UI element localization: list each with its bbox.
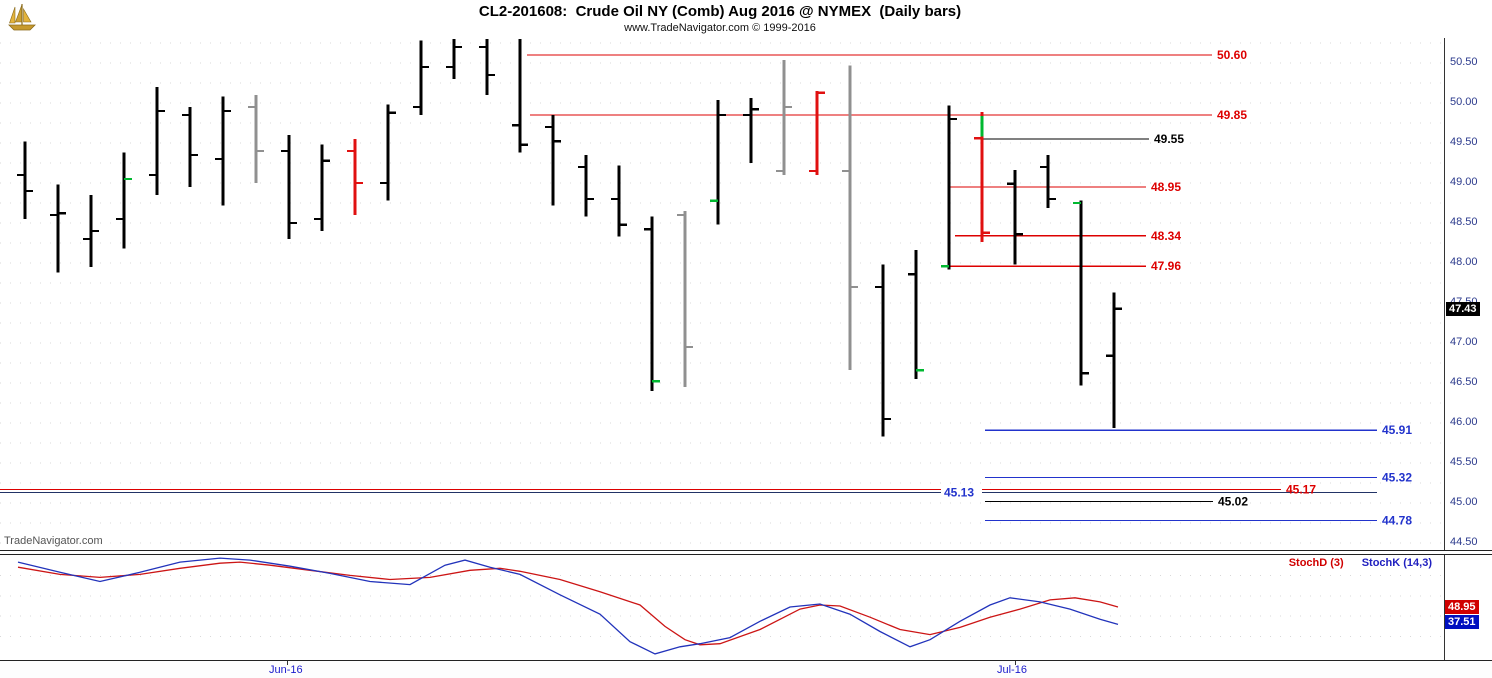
chart-title: CL2-201608: Crude Oil NY (Comb) Aug 2016…	[478, 3, 962, 20]
price-axis-tick: 50.00	[1450, 96, 1478, 108]
stochd-value-badge: 48.95	[1445, 600, 1479, 615]
price-gridlines	[0, 42, 1444, 544]
chart-subtitle: www.TradeNavigator.com © 1999-2016	[624, 22, 816, 34]
stochk-value-badge: 37.51	[1445, 615, 1479, 630]
price-axis-tick: 45.50	[1450, 456, 1478, 468]
price-axis-tick: 49.00	[1450, 176, 1478, 188]
price-level-lines	[0, 54, 1377, 522]
ohlc-bars	[17, 39, 1122, 437]
price-chart-canvas[interactable]: 50.60 49.85 49.55 48.95 48.34 47.96 45.91 45.32…	[0, 38, 1444, 550]
panel-splitter[interactable]	[0, 550, 1492, 555]
price-axis-tick: 49.50	[1450, 136, 1478, 148]
svg-text:45.17: 45.17	[1286, 482, 1316, 496]
date-label-jul16: Jul-16	[997, 664, 1027, 676]
stoch-line-stochk	[17, 557, 1119, 655]
stoch-line-stochd	[17, 561, 1119, 646]
price-axis-tick: 47.00	[1450, 336, 1478, 348]
price-axis-tick: 46.00	[1450, 416, 1478, 428]
watermark-text: TradeNavigator.com	[4, 535, 103, 547]
svg-text:45.32: 45.32	[1382, 470, 1412, 484]
svg-text:45.02: 45.02	[1218, 494, 1248, 508]
svg-text:44.78: 44.78	[1382, 514, 1412, 528]
stochastic-axis: 48.95 37.51	[1444, 553, 1492, 660]
price-level-labels: 50.60 49.85 49.55 48.95 48.34 47.96 45.91 45.32…	[941, 48, 1412, 528]
legend-stochd[interactable]: StochD (3)	[1288, 557, 1344, 569]
svg-text:48.34: 48.34	[1151, 229, 1181, 243]
tradenavigator-logo-ship-icon[interactable]	[6, 3, 38, 33]
price-axis-tick: 46.50	[1450, 376, 1478, 388]
stoch-gridlines	[0, 574, 1444, 638]
date-axis-tick	[1015, 661, 1016, 665]
svg-text:45.13: 45.13	[944, 486, 974, 500]
price-axis-tick: 48.50	[1450, 216, 1478, 228]
date-axis-tick	[287, 661, 288, 665]
price-axis[interactable]: 47.43 50.5050.0049.5049.0048.5048.0047.5…	[1444, 38, 1492, 660]
date-axis[interactable]: Jun-16 Jul-16	[0, 660, 1492, 678]
svg-text:47.96: 47.96	[1151, 259, 1181, 273]
svg-text:50.60: 50.60	[1217, 48, 1247, 62]
svg-text:48.95: 48.95	[1151, 180, 1181, 194]
date-label-jun16: Jun-16	[269, 664, 303, 676]
price-axis-tick: 50.50	[1450, 56, 1478, 68]
main-price-chart[interactable]: 50.60 49.85 49.55 48.95 48.34 47.96 45.91 45.32…	[0, 38, 1444, 550]
stochastic-legend: StochD (3) StochK (14,3)	[1289, 557, 1432, 569]
stochastic-canvas[interactable]	[0, 553, 1444, 660]
stochastic-panel[interactable]: StochD (3) StochK (14,3)	[0, 553, 1444, 660]
current-price-badge: 47.43	[1446, 301, 1480, 316]
svg-text:49.85: 49.85	[1217, 108, 1247, 122]
price-axis-tick: 48.00	[1450, 256, 1478, 268]
svg-text:45.91: 45.91	[1382, 423, 1412, 437]
price-axis-tick: 45.00	[1450, 496, 1478, 508]
svg-text:49.55: 49.55	[1154, 132, 1184, 146]
legend-stochk[interactable]: StochK (14,3)	[1361, 557, 1432, 569]
price-axis-tick: 44.50	[1450, 536, 1478, 548]
